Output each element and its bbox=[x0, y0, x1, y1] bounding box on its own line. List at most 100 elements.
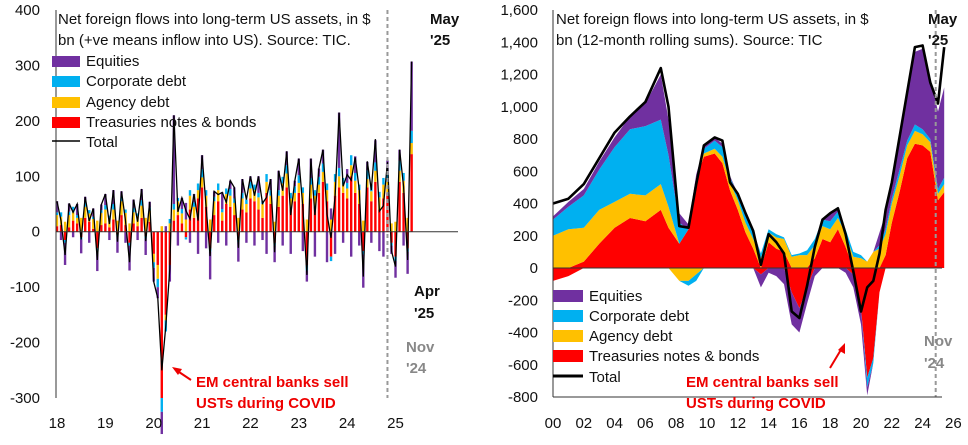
left-bar-equities bbox=[305, 270, 309, 282]
left-bar-equities bbox=[273, 245, 276, 263]
right-legend-swatch-treasuries bbox=[553, 350, 583, 362]
right-y-tick-label: 200 bbox=[513, 228, 538, 245]
left-y-tick-label: -200 bbox=[10, 335, 40, 352]
left-bar-corporate bbox=[204, 190, 208, 196]
left-bar-agency bbox=[245, 204, 248, 213]
left-bar-treasuries bbox=[172, 220, 176, 232]
left-bar-corporate bbox=[362, 251, 365, 255]
left-bar-equities bbox=[410, 61, 413, 131]
left-bar-treasuries bbox=[124, 225, 127, 232]
left-bar-treasuries bbox=[92, 228, 95, 232]
left-x-tick-label: 23 bbox=[290, 415, 307, 432]
right-y-tick-label: -600 bbox=[508, 357, 538, 374]
left-bar-agency bbox=[410, 143, 413, 155]
left-bar-agency bbox=[345, 188, 349, 199]
left-bar-agency bbox=[128, 223, 131, 232]
right-legend-swatch-agency bbox=[553, 330, 583, 342]
left-bar-treasuries bbox=[345, 198, 349, 232]
left-bar-agency bbox=[100, 212, 103, 226]
left-bar-agency bbox=[208, 219, 212, 232]
left-bar-treasuries bbox=[152, 231, 155, 254]
left-bar-treasuries bbox=[261, 217, 264, 232]
left-bar-agency bbox=[79, 217, 83, 232]
left-em-arrow bbox=[172, 367, 192, 381]
left-x-tick-label: 24 bbox=[339, 415, 356, 432]
right-x-tick-label: 26 bbox=[945, 415, 962, 432]
left-bar-corporate bbox=[345, 182, 349, 189]
right-em-annotation-line1: EM central banks sell bbox=[686, 374, 839, 391]
left-bar-corporate bbox=[297, 175, 300, 183]
right-chart: 1,6001,4001,2001,0008006004002000-200-40… bbox=[500, 2, 961, 432]
left-bar-agency bbox=[148, 210, 151, 222]
left-bar-corporate bbox=[374, 162, 377, 171]
left-bar-agency bbox=[92, 218, 95, 229]
left-bar-equities bbox=[79, 239, 83, 254]
left-y-tick-label: 200 bbox=[15, 113, 40, 130]
right-total-line bbox=[552, 44, 946, 320]
left-bar-equities bbox=[253, 231, 256, 246]
left-bar-agency bbox=[116, 220, 119, 232]
left-bar-agency bbox=[301, 192, 305, 204]
left-bar-treasuries bbox=[63, 231, 67, 241]
left-bar-treasuries bbox=[104, 223, 107, 232]
left-bar-treasuries bbox=[67, 227, 71, 232]
left-bar-corporate bbox=[229, 189, 232, 196]
left-bar-agency bbox=[217, 190, 220, 202]
left-bar-corporate bbox=[200, 169, 204, 178]
left-bar-equities bbox=[104, 194, 107, 206]
left-bar-treasuries bbox=[374, 181, 377, 232]
right-chart-title: Net foreign flows into long-term US asse… bbox=[556, 11, 869, 28]
left-bar-corporate bbox=[333, 174, 337, 182]
left-y-tick-label: 300 bbox=[15, 57, 40, 74]
left-bar-agency bbox=[71, 212, 75, 221]
left-bar-equities bbox=[329, 208, 333, 220]
left-bar-treasuries bbox=[96, 231, 99, 249]
right-x-tick-label: 24 bbox=[914, 415, 931, 432]
left-bar-corporate bbox=[75, 215, 79, 218]
left-bar-treasuries bbox=[184, 231, 188, 238]
left-legend: Equities Corporate debt Agency debt Trea… bbox=[52, 53, 256, 151]
left-bar-corporate bbox=[152, 262, 155, 268]
left-bar-corporate bbox=[354, 172, 357, 181]
left-bar-treasuries bbox=[321, 181, 325, 232]
right-x-tick-label: 18 bbox=[822, 415, 839, 432]
left-bar-treasuries bbox=[333, 195, 337, 232]
left-bar-agency bbox=[297, 182, 300, 193]
left-bar-treasuries bbox=[136, 226, 139, 232]
left-bar-treasuries bbox=[402, 192, 405, 232]
left-bar-corporate bbox=[265, 174, 268, 182]
left-bar-treasuries bbox=[329, 231, 333, 257]
left-bar-equities bbox=[75, 204, 79, 216]
left-bar-agency bbox=[374, 170, 377, 182]
right-x-tick-label: 08 bbox=[668, 415, 685, 432]
left-bar-equities bbox=[160, 411, 163, 435]
left-bar-equities bbox=[313, 231, 317, 257]
left-bar-corporate bbox=[285, 165, 288, 174]
left-bar-treasuries bbox=[200, 187, 204, 232]
left-bar-equities bbox=[176, 231, 180, 246]
left-bar-treasuries bbox=[88, 221, 91, 232]
left-bar-corporate bbox=[92, 216, 95, 219]
left-bar-treasuries bbox=[132, 223, 135, 232]
right-area-treasuries-negative bbox=[553, 268, 945, 378]
left-bar-corporate bbox=[281, 176, 284, 184]
left-bar-treasuries bbox=[71, 220, 75, 232]
left-bar-agency bbox=[289, 198, 292, 210]
left-bar-equities bbox=[337, 112, 341, 168]
left-bar-agency bbox=[321, 171, 325, 182]
left-legend-swatch-equities bbox=[52, 56, 80, 67]
left-bar-corporate bbox=[382, 177, 385, 185]
left-bar-equities bbox=[188, 231, 192, 243]
left-bar-treasuries bbox=[221, 220, 224, 232]
left-bar-corporate bbox=[257, 192, 260, 198]
right-x-tick-label: 04 bbox=[606, 415, 623, 432]
left-bar-equities bbox=[124, 231, 127, 243]
left-bar-corporate bbox=[128, 242, 131, 246]
right-legend: Equities Corporate debt Agency debt Trea… bbox=[553, 288, 759, 386]
left-bar-equities bbox=[136, 231, 139, 241]
left-bar-treasuries bbox=[233, 215, 236, 232]
left-bar-corporate bbox=[59, 212, 63, 217]
left-bar-corporate bbox=[112, 204, 115, 210]
left-bar-corporate bbox=[221, 208, 224, 213]
left-bar-corporate bbox=[313, 190, 317, 196]
